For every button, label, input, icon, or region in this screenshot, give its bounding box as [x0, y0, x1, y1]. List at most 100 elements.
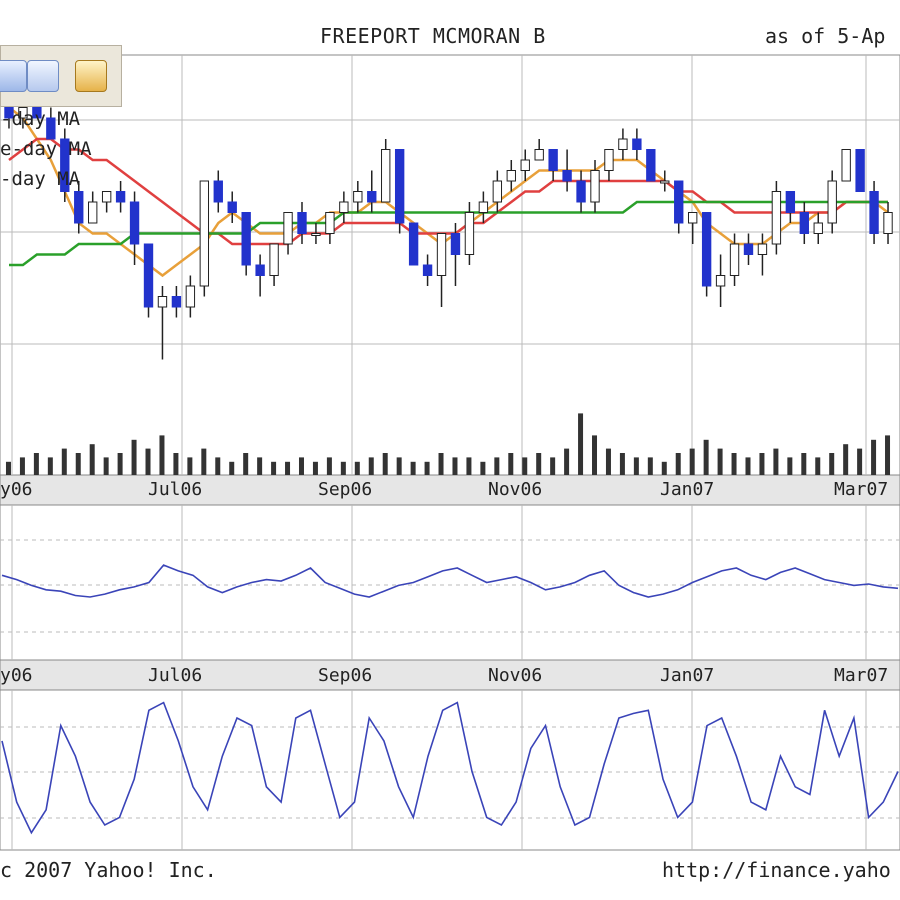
volume-bar: [843, 444, 849, 475]
candle-body: [311, 233, 321, 236]
volume-bar: [159, 435, 165, 475]
volume-bar: [424, 461, 430, 475]
candle-body: [841, 149, 851, 182]
volume-bar: [326, 457, 332, 475]
print-icon[interactable]: [75, 60, 107, 92]
candle-body: [4, 107, 14, 119]
candle-body: [506, 170, 516, 182]
volume-bar: [243, 453, 249, 475]
volume-bar: [731, 453, 737, 475]
date-axis-band: [0, 659, 900, 691]
volume-bar: [661, 461, 667, 475]
candle-body: [269, 243, 279, 276]
volume-bar: [33, 453, 39, 475]
date-axis-band: [0, 474, 900, 506]
candle-body: [60, 138, 70, 192]
volume-bar: [396, 457, 402, 475]
candle-body: [478, 201, 489, 213]
email-icon[interactable]: [27, 60, 59, 92]
volume-bar: [759, 453, 765, 475]
candle-body: [492, 180, 503, 203]
volume-bar: [340, 461, 346, 475]
x-tick-label: Jul06: [148, 479, 203, 500]
volume-bar: [117, 453, 123, 475]
volume-bar: [61, 448, 67, 475]
volume-bar: [647, 457, 653, 475]
volume-bar: [480, 461, 486, 475]
volume-bar: [257, 457, 263, 475]
candle-body: [464, 212, 475, 255]
candle-body: [674, 180, 684, 224]
candle-body: [422, 264, 433, 276]
volume-bar: [522, 457, 528, 475]
x-tick-label: Mar07: [834, 479, 889, 500]
legend-ma-short-label: -day MA: [0, 108, 81, 130]
candle-body: [729, 243, 740, 276]
candle-body: [827, 180, 837, 224]
volume-bar: [885, 435, 891, 475]
candle-body: [590, 170, 600, 203]
volume-bar: [452, 457, 458, 475]
candle-body: [339, 201, 349, 213]
volume-bar: [689, 448, 695, 475]
volume-bar: [717, 448, 723, 475]
volume-bar: [271, 461, 277, 475]
volume-bar: [564, 448, 570, 475]
volume-bar: [187, 457, 193, 475]
volume-bar: [298, 457, 304, 475]
volume-bar: [815, 457, 821, 475]
x-tick-label: Sep06: [318, 479, 373, 500]
candle-body: [143, 243, 154, 308]
chart-icon[interactable]: [0, 60, 27, 92]
volume-bar: [745, 457, 751, 475]
moving-average-line: [9, 200, 888, 267]
source-url[interactable]: http://finance.yaho: [662, 858, 891, 882]
candle-body: [381, 149, 391, 203]
candle-body: [785, 191, 796, 213]
volume-bar: [550, 457, 556, 475]
candle-body: [520, 159, 530, 171]
x-tick-label: Sep06: [318, 665, 373, 686]
legend-ma-long: -day MA: [0, 168, 80, 190]
volume-bar: [592, 435, 598, 475]
candle-body: [771, 191, 782, 245]
candle-body: [646, 149, 656, 182]
candle-body: [297, 212, 307, 234]
candle-body: [101, 191, 112, 203]
volume-bar: [703, 439, 709, 475]
volume-bar: [438, 453, 444, 475]
volume-bar: [801, 453, 807, 475]
volume-bar: [103, 457, 109, 475]
candle-body: [367, 191, 377, 203]
volume-bar: [47, 457, 53, 475]
candle-body: [185, 285, 196, 308]
volume-bar: [285, 461, 291, 475]
volume-bar: [787, 457, 793, 475]
candle-body: [618, 138, 628, 150]
candle-body: [701, 212, 712, 287]
candle-body: [534, 149, 544, 161]
candle-body: [32, 107, 42, 119]
volume-bar: [201, 448, 207, 475]
x-tick-label: y06: [0, 479, 33, 500]
as-of-date: as of 5-Ap: [765, 24, 886, 48]
x-tick-label: Jul06: [148, 665, 203, 686]
volume-bar: [5, 461, 11, 475]
volume-bar: [619, 453, 625, 475]
candle-body: [869, 191, 879, 234]
candle-body: [241, 212, 251, 266]
volume-bar: [605, 448, 611, 475]
x-tick-label: Mar07: [834, 665, 889, 686]
candle-body: [157, 296, 168, 308]
candle-body: [129, 201, 140, 245]
candle-body: [255, 264, 265, 276]
volume-bar: [368, 457, 374, 475]
candle-body: [562, 170, 572, 182]
candle-body: [408, 222, 419, 266]
x-tick-label: Jan07: [660, 665, 715, 686]
candle-body: [883, 212, 893, 234]
volume-bar: [215, 457, 221, 475]
volume-bar: [75, 453, 81, 475]
volume-bar: [829, 453, 835, 475]
